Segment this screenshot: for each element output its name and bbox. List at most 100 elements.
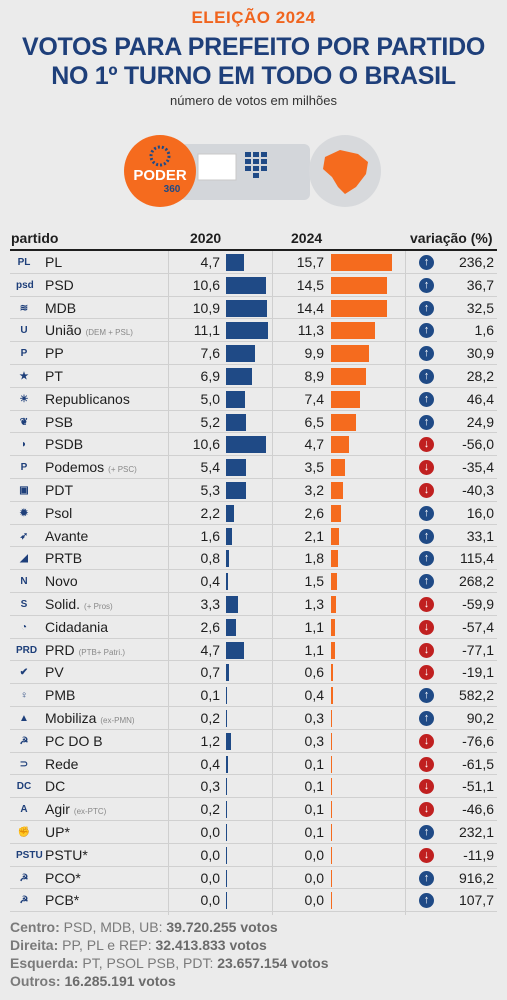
variation-value: 1,6 [474, 322, 494, 339]
variation-value: -56,0 [462, 436, 494, 453]
value-2020: 0,2 [200, 801, 220, 818]
party-label: PT [45, 368, 63, 384]
value-2020: 6,9 [200, 368, 220, 384]
party-label: MDB [45, 299, 77, 316]
bar-2020 [226, 254, 244, 271]
party-label: PC DO B [45, 732, 103, 749]
row-separator [10, 842, 497, 844]
arrow-down-icon: ↓ [419, 483, 434, 498]
arrow-up-icon: ↑ [419, 893, 434, 909]
party-logo-icon: ◗ [20, 439, 28, 451]
row-separator [10, 888, 497, 890]
party-name: PP [45, 345, 64, 361]
variation-value: -61,5 [462, 755, 494, 772]
footer-line: Direita: PP, PL e REP: 32.413.833 votos [10, 937, 267, 953]
arrow-down-icon: ↓ [419, 733, 434, 749]
value-2024: 1,5 [304, 573, 324, 590]
party-logo-icon: A [20, 804, 28, 816]
value-2024: 4,7 [304, 436, 324, 453]
header-divider [10, 249, 497, 251]
value-2020: 0,3 [200, 778, 220, 795]
arrow-down-icon: ↓ [419, 597, 434, 612]
variation-value: 28,2 [466, 368, 494, 384]
party-logo-icon: ≋ [19, 302, 29, 314]
chart-title: VOTOS PARA PREFEITO POR PARTIDO NO 1º TU… [0, 33, 507, 91]
value-2020: 1,6 [200, 527, 220, 544]
value-2020: 0,0 [200, 892, 220, 909]
bar-2020 [226, 892, 227, 910]
logo-number: 360 [164, 184, 181, 195]
col-party: partido [11, 230, 59, 246]
party-name: União (DEM + PSL) [45, 322, 133, 338]
party-logo-icon: ▲ [19, 713, 29, 724]
bar-2020 [226, 801, 227, 819]
party-name: Mobiliza (ex-PMN) [45, 710, 135, 726]
party-label: Psol [45, 504, 73, 521]
value-2020: 0,4 [200, 573, 220, 590]
value-2020: 0,0 [200, 869, 220, 886]
value-2020: 0,1 [200, 687, 220, 704]
party-name: Avante [45, 528, 88, 544]
bar-2024 [331, 482, 344, 499]
value-2024: 0,3 [304, 710, 324, 726]
bar-2024 [331, 755, 332, 773]
variation-value: 33,1 [466, 527, 494, 544]
row-separator [10, 660, 497, 662]
arrow-down-icon: ↓ [419, 665, 434, 681]
party-label: PDT [45, 482, 73, 498]
bar-2020 [226, 869, 227, 887]
party-logo-icon: ★ [19, 371, 29, 382]
party-label: DC [45, 778, 66, 795]
value-2020: 2,2 [200, 504, 220, 521]
table-row: U União (DEM + PSL) 11,1 11,3 ↑ 1,6 [0, 319, 507, 343]
bar-2020 [226, 732, 231, 750]
bar-2020 [226, 482, 247, 499]
arrow-down-icon: ↓ [419, 619, 434, 635]
party-logo-icon: S [20, 599, 28, 610]
value-2020: 10,9 [192, 299, 220, 316]
row-separator [10, 341, 497, 343]
row-separator [10, 705, 497, 707]
table-row: ☭ PC DO B 1,2 0,3 ↓ -76,6 [0, 730, 507, 753]
col-variation: variação (%) [410, 230, 493, 246]
table-row: PRD PRD (PTB+ Patri.) 4,7 1,1 ↓ -77,1 [0, 639, 507, 662]
bar-2020 [226, 527, 233, 545]
party-name: Novo [45, 573, 78, 589]
row-separator [10, 432, 497, 434]
party-logo-icon: P [20, 348, 28, 360]
variation-value: 232,1 [458, 824, 494, 840]
variation-value: -51,1 [462, 778, 494, 795]
value-2024: 1,1 [304, 618, 324, 635]
table-row: ⊃ Rede 0,4 0,1 ↓ -61,5 [0, 753, 507, 776]
row-separator [10, 523, 497, 525]
party-label: Solid. [45, 596, 81, 612]
party-name: Solid. (+ Pros) [45, 596, 113, 612]
party-logo-icon: PL [17, 257, 31, 268]
row-separator [10, 911, 497, 913]
value-2020: 11,1 [193, 322, 220, 339]
variation-value: 107,7 [458, 892, 494, 909]
row-separator [10, 500, 497, 502]
row-separator [10, 318, 497, 320]
variation-value: 268,2 [458, 573, 494, 590]
party-logo-icon: PSTU [16, 849, 43, 861]
variation-value: 115,4 [460, 550, 494, 567]
bar-2024 [331, 573, 337, 591]
row-separator [10, 591, 497, 593]
arrow-up-icon: ↑ [419, 346, 434, 362]
row-separator [10, 272, 497, 274]
row-separator [10, 774, 497, 776]
party-name: PRD (PTB+ Patri.) [45, 642, 125, 658]
value-2024: 1,8 [304, 550, 324, 567]
party-logo-icon: ☭ [19, 872, 29, 884]
variation-value: -77,1 [462, 641, 494, 658]
variation-value: -19,1 [462, 664, 494, 681]
bar-2024 [331, 732, 333, 750]
value-2024: 0,3 [304, 732, 324, 749]
table-row: ☀ Republicanos 5,0 7,4 ↑ 46,4 [0, 388, 507, 411]
bar-2024 [331, 641, 336, 659]
party-logo-icon: ◔ [20, 621, 28, 633]
party-label: União [45, 322, 82, 339]
party-label: PP [45, 345, 64, 362]
variation-value: 90,2 [466, 710, 494, 726]
